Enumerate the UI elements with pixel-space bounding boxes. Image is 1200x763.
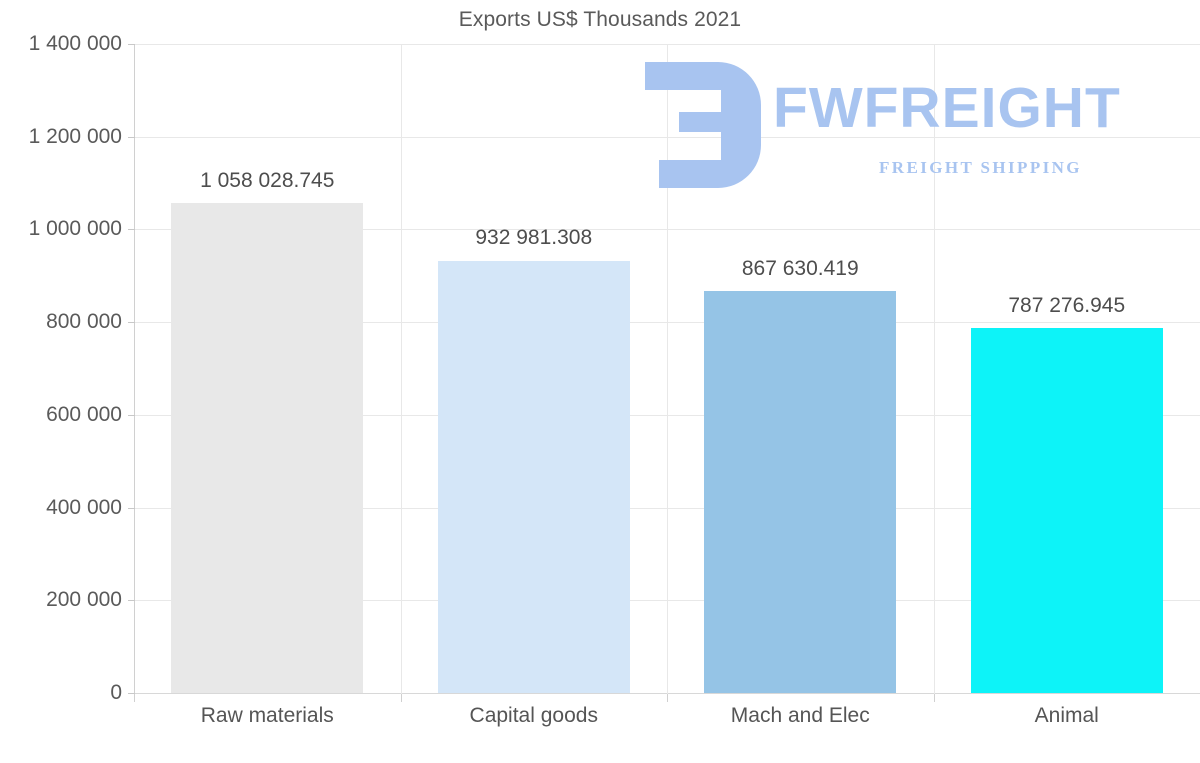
x-axis-tick-label: Animal	[1034, 704, 1099, 727]
gridline-vertical	[667, 44, 668, 694]
y-tick-mark	[128, 600, 135, 602]
bar-animal[interactable]	[970, 328, 1163, 693]
y-tick-mark	[128, 136, 135, 138]
y-axis-tick-label: 1 000 000	[28, 217, 122, 241]
bar-value-label: 867 630.419	[741, 256, 859, 280]
x-axis-tick-label: Mach and Elec	[730, 704, 870, 727]
y-axis-line	[134, 44, 135, 694]
plot-area: 1 058 028.745 932 981.308 867 630.419 787 2…	[134, 44, 1200, 694]
y-axis-tick-label: 400 000	[46, 495, 122, 519]
y-axis-tick-label: 200 000	[46, 588, 122, 612]
y-tick-mark	[128, 693, 135, 694]
bar-mach-and-elec[interactable]	[704, 290, 897, 693]
y-tick-mark	[128, 44, 135, 45]
bar-capital-goods[interactable]	[437, 260, 630, 693]
x-axis-tick-label: Capital goods	[469, 704, 598, 727]
bar-raw-materials[interactable]	[171, 202, 364, 693]
bar-value-label: 787 276.945	[1008, 294, 1126, 318]
y-axis-tick-label: 1 400 000	[28, 32, 122, 55]
y-tick-mark	[128, 229, 135, 231]
y-axis-tick-label: 600 000	[46, 402, 122, 426]
chart-title: Exports US$ Thousands 2021	[458, 8, 742, 31]
x-tick-mark	[134, 694, 135, 702]
y-axis-tick-label: 1 200 000	[28, 124, 122, 148]
y-tick-mark	[128, 322, 135, 324]
y-tick-mark	[128, 507, 135, 509]
bar-value-label: 1 058 028.745	[200, 168, 335, 192]
y-axis-tick-label: 800 000	[46, 310, 122, 334]
bar-value-label: 932 981.308	[475, 226, 593, 250]
gridline-vertical	[400, 44, 402, 694]
x-axis-tick-label: Raw materials	[200, 704, 334, 727]
y-tick-mark	[128, 414, 135, 416]
x-tick-mark	[933, 694, 935, 702]
x-tick-mark	[667, 694, 668, 702]
gridline-vertical	[933, 44, 935, 694]
y-axis-tick-label: 0	[110, 681, 122, 704]
x-tick-mark	[400, 694, 402, 702]
